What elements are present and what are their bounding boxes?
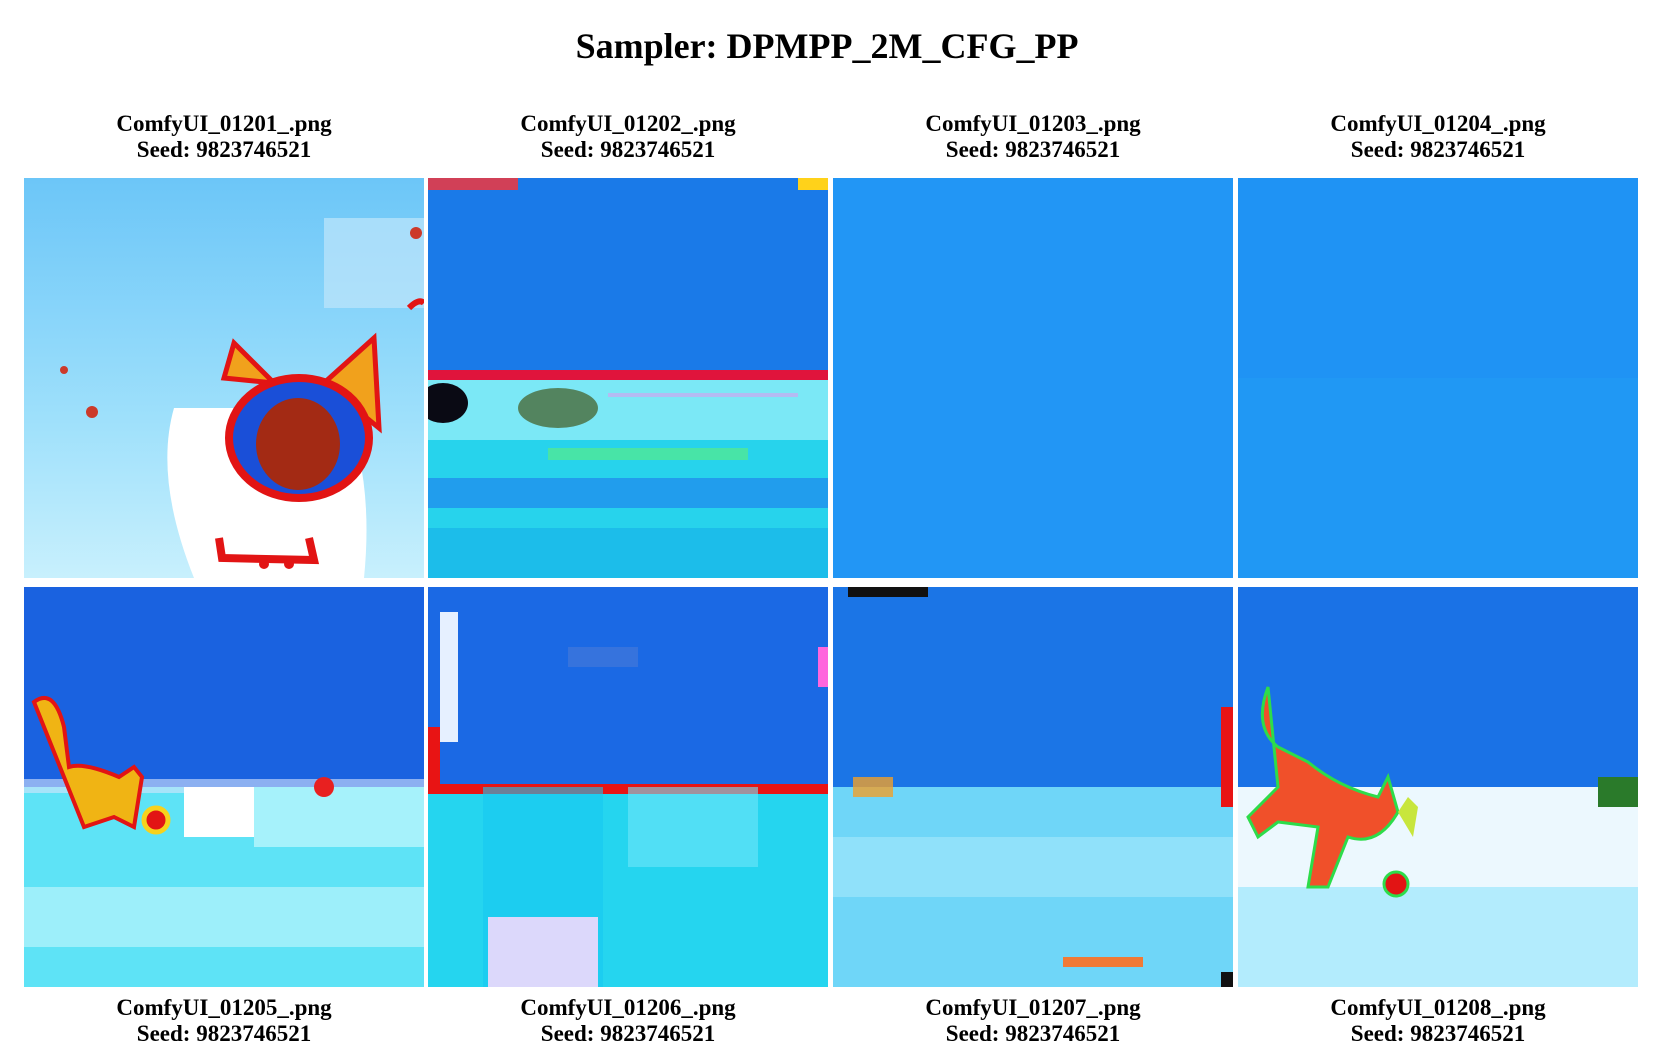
- image-caption-1: ComfyUI_01201_.png Seed: 9823746521: [24, 111, 424, 163]
- generated-image-3[interactable]: [833, 178, 1233, 578]
- generated-image-5[interactable]: [24, 587, 424, 987]
- image-seed: Seed: 9823746521: [540, 1021, 716, 1046]
- image-filename: ComfyUI_01205_.png: [116, 995, 332, 1020]
- image-caption-7: ComfyUI_01207_.png Seed: 9823746521: [833, 995, 1233, 1047]
- generated-image-6[interactable]: [428, 587, 828, 987]
- image-filename: ComfyUI_01201_.png: [116, 111, 332, 136]
- generated-image-2[interactable]: [428, 178, 828, 578]
- image-caption-3: ComfyUI_01203_.png Seed: 9823746521: [833, 111, 1233, 163]
- image-filename: ComfyUI_01208_.png: [1330, 995, 1546, 1020]
- image-filename: ComfyUI_01206_.png: [520, 995, 736, 1020]
- page-title: Sampler: DPMPP_2M_CFG_PP: [575, 26, 1079, 66]
- image-seed: Seed: 9823746521: [945, 1021, 1121, 1046]
- image-seed: Seed: 9823746521: [945, 137, 1121, 162]
- image-caption-4: ComfyUI_01204_.png Seed: 9823746521: [1238, 111, 1638, 163]
- generated-image-7[interactable]: [833, 587, 1233, 987]
- image-filename: ComfyUI_01203_.png: [925, 111, 1141, 136]
- image-caption-6: ComfyUI_01206_.png Seed: 9823746521: [428, 995, 828, 1047]
- image-caption-2: ComfyUI_01202_.png Seed: 9823746521: [428, 111, 828, 163]
- generated-image-8[interactable]: [1238, 587, 1638, 987]
- image-filename: ComfyUI_01207_.png: [925, 995, 1141, 1020]
- generated-image-4[interactable]: [1238, 178, 1638, 578]
- image-seed: Seed: 9823746521: [540, 137, 716, 162]
- image-seed: Seed: 9823746521: [136, 1021, 312, 1046]
- image-filename: ComfyUI_01202_.png: [520, 111, 736, 136]
- image-caption-5: ComfyUI_01205_.png Seed: 9823746521: [24, 995, 424, 1047]
- image-seed: Seed: 9823746521: [136, 137, 312, 162]
- image-caption-8: ComfyUI_01208_.png Seed: 9823746521: [1238, 995, 1638, 1047]
- image-filename: ComfyUI_01204_.png: [1330, 111, 1546, 136]
- image-seed: Seed: 9823746521: [1350, 1021, 1526, 1046]
- image-seed: Seed: 9823746521: [1350, 137, 1526, 162]
- generated-image-1[interactable]: [24, 178, 424, 578]
